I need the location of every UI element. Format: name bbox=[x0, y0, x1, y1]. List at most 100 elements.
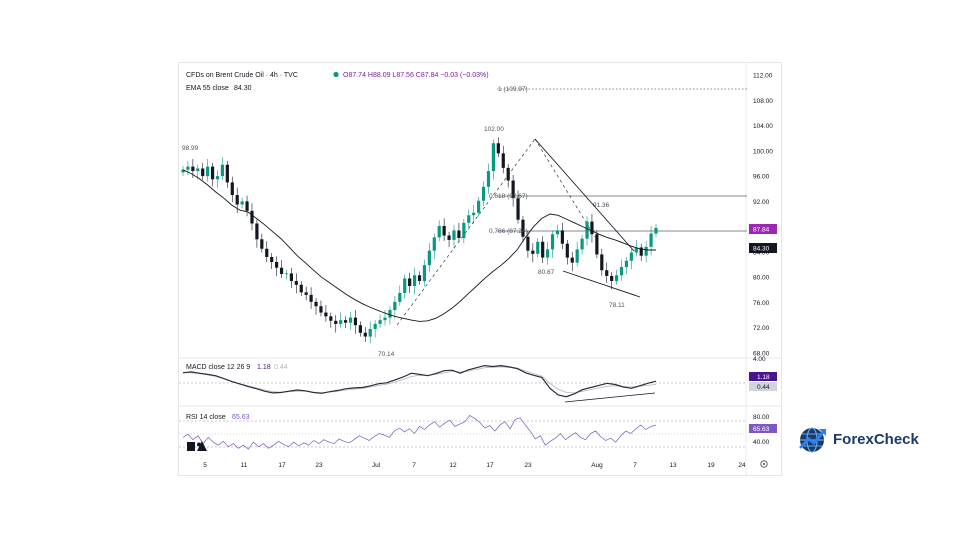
annotation-fib-786: 0.786 (87.24) bbox=[489, 228, 528, 235]
candle-body bbox=[644, 246, 648, 256]
candle-body bbox=[270, 256, 274, 263]
candle-body bbox=[590, 221, 594, 235]
candle-body bbox=[225, 164, 229, 183]
time-tick-label: 23 bbox=[315, 462, 323, 469]
candle-body bbox=[550, 234, 555, 250]
rsi-legend-label: RSI 14 close bbox=[186, 414, 226, 421]
candle-body bbox=[481, 186, 486, 201]
candle-body bbox=[570, 257, 574, 263]
candle-body bbox=[541, 241, 545, 258]
candle-body bbox=[580, 238, 584, 250]
candle-body bbox=[442, 226, 446, 236]
candle-body bbox=[334, 320, 338, 324]
rsi-axis-tick-80: 80.00 bbox=[753, 414, 770, 421]
time-tick-label: 5 bbox=[203, 462, 207, 469]
price-tick-label: 72.00 bbox=[753, 325, 770, 332]
candle-body bbox=[181, 169, 185, 173]
candle-body bbox=[462, 222, 466, 239]
rsi-line bbox=[182, 415, 657, 450]
candle-body bbox=[403, 278, 407, 293]
candle-body bbox=[486, 171, 491, 187]
candle-body bbox=[521, 219, 525, 237]
settings-gear-icon[interactable] bbox=[760, 460, 768, 468]
candle-body bbox=[220, 164, 225, 177]
candle-body bbox=[600, 254, 604, 271]
price-tick-label: 80.00 bbox=[753, 275, 770, 282]
candle-body bbox=[260, 239, 264, 249]
candle-body bbox=[452, 230, 456, 240]
candle-body bbox=[388, 310, 392, 318]
ema-price-badge-text: 84.30 bbox=[753, 246, 770, 253]
candle-body bbox=[501, 153, 505, 168]
time-tick-label: Aug bbox=[591, 462, 603, 469]
candle-body bbox=[383, 317, 387, 321]
candle-body bbox=[373, 323, 377, 329]
candle-body bbox=[319, 306, 323, 313]
price-tick-label: 96.00 bbox=[753, 174, 770, 181]
price-tick-label: 68.00 bbox=[753, 351, 770, 358]
candle-body bbox=[526, 236, 530, 251]
candle-body bbox=[284, 273, 289, 275]
macd-legend-signal: 0.44 bbox=[274, 364, 288, 371]
candle-body bbox=[649, 233, 653, 247]
candle-body bbox=[491, 143, 496, 172]
candle-body bbox=[511, 180, 515, 199]
candle-body bbox=[201, 168, 205, 177]
candle-body bbox=[619, 267, 624, 276]
time-tick-label: 13 bbox=[669, 462, 677, 469]
candle-body bbox=[624, 260, 629, 268]
candle-body bbox=[245, 201, 249, 211]
candle-body bbox=[629, 252, 633, 261]
candle-body bbox=[614, 275, 619, 281]
time-tick-label: Jul bbox=[372, 462, 381, 469]
candle-body bbox=[560, 230, 564, 244]
candle-body bbox=[575, 249, 579, 263]
time-tick-label: 23 bbox=[524, 462, 532, 469]
candle-body bbox=[546, 249, 550, 258]
time-tick-label: 19 bbox=[707, 462, 715, 469]
candle-body bbox=[215, 176, 220, 180]
candle-body bbox=[536, 241, 540, 254]
forexcheck-brand: ForexCheck bbox=[797, 423, 927, 455]
candle-body bbox=[605, 270, 609, 276]
time-tick-label: 11 bbox=[241, 462, 248, 469]
chart-panel: CFDs on Brent Crude Oil · 4h · TVC O87.7… bbox=[178, 62, 782, 476]
ema55-line bbox=[182, 169, 656, 322]
candle-body bbox=[299, 284, 303, 293]
candle-body bbox=[191, 166, 195, 172]
candle-body bbox=[417, 275, 422, 281]
annotation-low: 70.14 bbox=[378, 351, 395, 358]
candle-body bbox=[294, 280, 298, 285]
candle-body bbox=[250, 210, 254, 224]
candle-body bbox=[304, 292, 308, 295]
signal-value-badge-text: 0.44 bbox=[757, 384, 770, 391]
annotation-fib-618: 0.618 (92.67) bbox=[489, 193, 528, 200]
chart-svg: CFDs on Brent Crude Oil · 4h · TVC O87.7… bbox=[179, 63, 781, 475]
time-axis[interactable]: 5 11 17 23 Jul 7 12 17 23 Aug 7 13 19 24 bbox=[203, 462, 746, 469]
fib-retrace-line bbox=[534, 138, 596, 238]
time-tick-label: 17 bbox=[278, 462, 286, 469]
candle-body bbox=[279, 267, 284, 275]
time-tick-label: 7 bbox=[633, 462, 637, 469]
candle-body bbox=[437, 226, 441, 238]
annotation-swing-low-1: 80.67 bbox=[538, 269, 555, 276]
candle-body bbox=[329, 316, 333, 321]
candle-body bbox=[467, 215, 471, 223]
macd-legend-label: MACD close 12 26 9 bbox=[186, 364, 250, 371]
price-axis[interactable]: 112.00108.00104.00100.0096.0092.0088.008… bbox=[753, 73, 773, 358]
candle-body bbox=[368, 328, 372, 337]
rsi-value-badge-text: 65.63 bbox=[753, 426, 770, 433]
candle-body bbox=[343, 320, 348, 323]
ema-legend-label: EMA 55 close bbox=[186, 85, 229, 92]
candle-body bbox=[408, 278, 412, 287]
candle-body bbox=[422, 265, 427, 281]
tradingview-logo-icon[interactable] bbox=[187, 441, 207, 451]
price-tick-label: 108.00 bbox=[753, 98, 773, 105]
candle-body bbox=[496, 143, 500, 154]
macd-line bbox=[182, 364, 657, 398]
candle-body bbox=[595, 234, 599, 255]
ohlc-readout: O87.74 H88.09 L87.56 C87.84 −0.03 (−0.03… bbox=[343, 72, 489, 79]
candle-body bbox=[196, 168, 200, 172]
candle-body bbox=[393, 301, 397, 311]
fib-swing-line bbox=[396, 138, 536, 326]
